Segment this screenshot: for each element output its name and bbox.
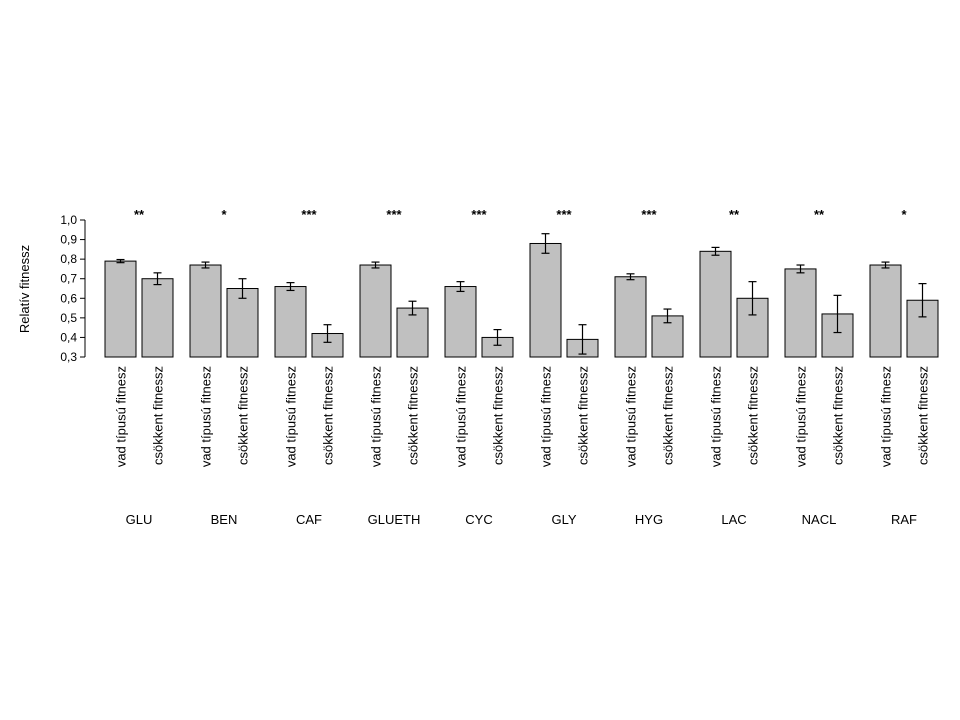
bar <box>699 250 732 358</box>
y-tick-label: 0,4 <box>60 330 77 344</box>
y-tick-label: 0,9 <box>60 233 77 247</box>
bar-category-label: csökkent fitnessz <box>321 366 336 465</box>
significance-label: *** <box>471 207 487 222</box>
group-label: GLUETH <box>368 512 421 527</box>
group-label: NACL <box>802 512 837 527</box>
group-label: CAF <box>296 512 322 527</box>
y-tick-label: 0,5 <box>60 311 77 325</box>
bar-category-label: vad típusú fitnesz <box>114 366 129 467</box>
bar-category-label: vad típusú fitnesz <box>709 366 724 467</box>
bar <box>189 264 222 358</box>
bar-category-label: vad típusú fitnesz <box>284 366 299 467</box>
group-label: BEN <box>211 512 238 527</box>
bar-category-label: csökkent fitnessz <box>491 366 506 465</box>
bar-category-label: csökkent fitnessz <box>406 366 421 465</box>
bar-category-label: vad típusú fitnesz <box>454 366 469 467</box>
bar <box>529 242 562 358</box>
bar-category-label: csökkent fitnessz <box>236 366 251 465</box>
group-label: RAF <box>891 512 917 527</box>
bar <box>359 264 392 358</box>
bars <box>104 233 939 358</box>
y-tick-label: 1,0 <box>60 213 77 227</box>
bar <box>869 264 902 358</box>
significance-label: * <box>221 207 227 222</box>
bar-category-label: vad típusú fitnesz <box>199 366 214 467</box>
bar-category-label: vad típusú fitnesz <box>879 366 894 467</box>
bar <box>396 307 429 358</box>
bar <box>784 268 817 358</box>
group-label: LAC <box>721 512 746 527</box>
group-label: GLY <box>551 512 576 527</box>
bar-category-label: csökkent fitnessz <box>916 366 931 465</box>
y-tick-label: 0,8 <box>60 252 77 266</box>
group-label: GLU <box>126 512 153 527</box>
significance-label: *** <box>386 207 402 222</box>
significance-label: * <box>901 207 907 222</box>
y-tick-label: 0,3 <box>60 350 77 364</box>
significance-label: *** <box>301 207 317 222</box>
bar <box>104 260 137 358</box>
bar <box>141 278 174 358</box>
bar-category-label: vad típusú fitnesz <box>539 366 554 467</box>
significance-label: *** <box>641 207 657 222</box>
bar-category-label: vad típusú fitnesz <box>624 366 639 467</box>
y-axis-title: Relatív fitnessz <box>17 245 32 333</box>
significance-label: ** <box>729 207 740 222</box>
significance-label: ** <box>134 207 145 222</box>
bar <box>614 276 647 358</box>
bar-category-label: vad típusú fitnesz <box>794 366 809 467</box>
y-axis: 0,3 0,4 0,5 0,6 0,7 0,8 0,9 1,0 <box>60 213 86 364</box>
bar-category-label: csökkent fitnessz <box>661 366 676 465</box>
group-label: HYG <box>635 512 663 527</box>
bar-category-label: csökkent fitnessz <box>746 366 761 465</box>
bar-category-label: vad típusú fitnesz <box>369 366 384 467</box>
bar <box>274 286 307 358</box>
bar <box>444 286 477 358</box>
bar-category-label: csökkent fitnessz <box>151 366 166 465</box>
y-tick-label: 0,6 <box>60 291 77 305</box>
y-tick-label: 0,7 <box>60 272 77 286</box>
significance-label: *** <box>556 207 572 222</box>
group-label: CYC <box>465 512 492 527</box>
bar-category-label: csökkent fitnessz <box>576 366 591 465</box>
significance-label: ** <box>814 207 825 222</box>
bar-category-label: csökkent fitnessz <box>831 366 846 465</box>
category-labels: vad típusú fitnesz csökkent fitnessz**GLU… <box>114 207 931 527</box>
